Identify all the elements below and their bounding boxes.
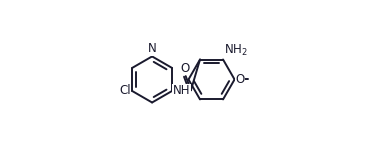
Text: methoxy: methoxy	[249, 76, 280, 82]
Text: N: N	[148, 42, 156, 55]
Text: O: O	[236, 73, 245, 86]
Text: Cl: Cl	[120, 84, 131, 98]
Text: NH$_2$: NH$_2$	[224, 43, 248, 58]
Text: NH: NH	[173, 84, 190, 98]
Text: O: O	[180, 62, 190, 75]
